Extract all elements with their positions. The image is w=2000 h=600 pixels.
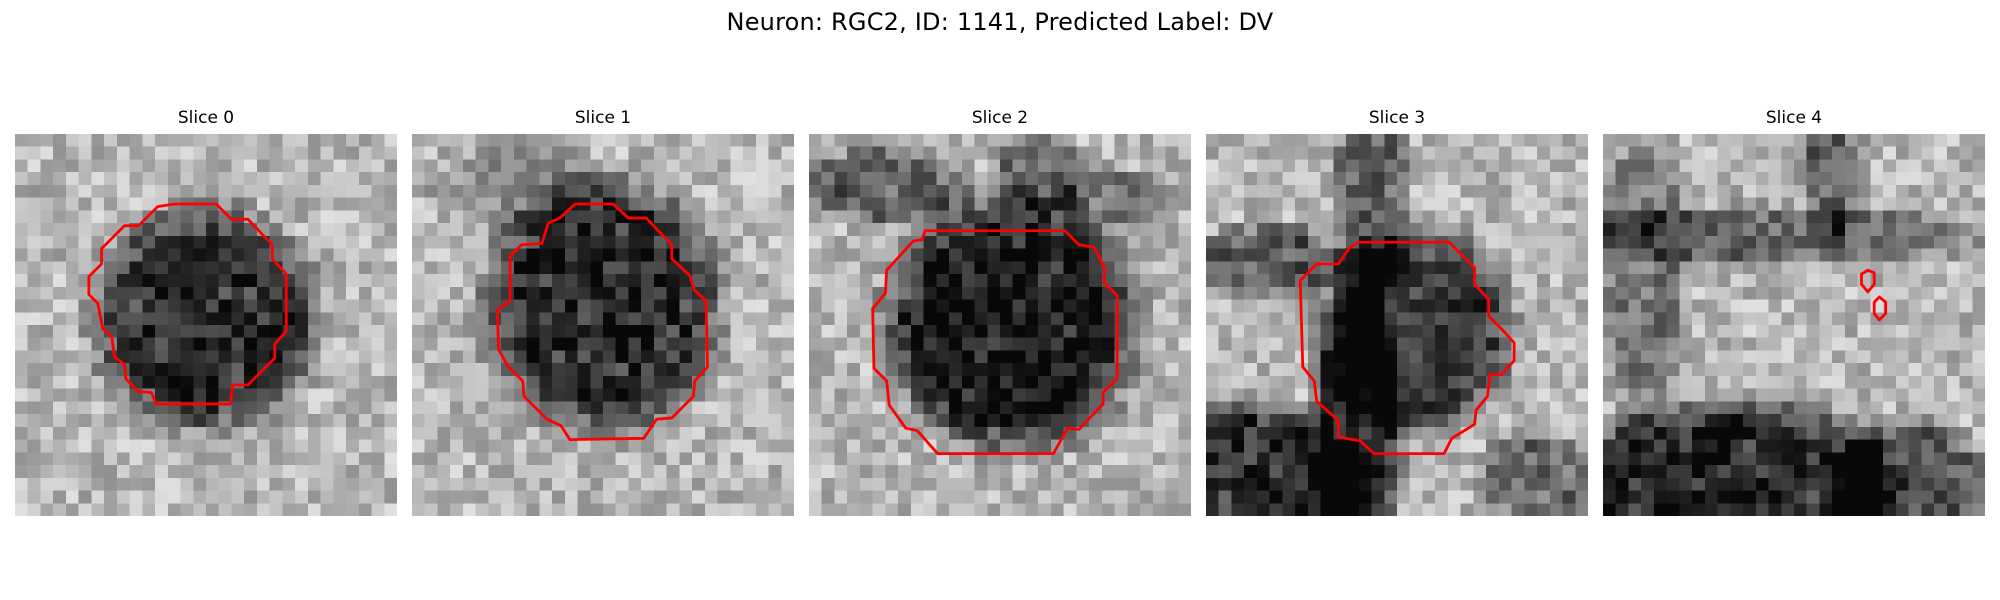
segmentation-contour [1860,268,1888,322]
contour-outline [495,202,709,442]
segmentation-contour [871,229,1119,456]
slice-title: Slice 0 [177,108,235,128]
slice-image [1603,134,1985,516]
slice-panel: Slice 1 [412,106,794,516]
segmentation-contour [87,202,288,406]
segmentation-contour [1298,240,1516,456]
slice-title: Slice 2 [971,108,1029,128]
contour-outline [1860,268,1876,294]
contour-outline [1872,295,1888,322]
slice-title: Slice 3 [1368,108,1426,128]
contour-outline [1298,240,1516,456]
slice-panel: Slice 3 [1206,106,1588,516]
slice-panel: Slice 2 [809,106,1191,516]
slice-image [412,134,794,516]
contour-outline [87,202,288,406]
slice-title: Slice 1 [574,108,632,128]
contour-outline [871,229,1119,456]
figure-title: Neuron: RGC2, ID: 1141, Predicted Label:… [726,8,1274,36]
slice-panel: Slice 4 [1603,106,1985,516]
slice-title: Slice 4 [1765,108,1823,128]
segmentation-contour [495,202,709,442]
slice-panel: Slice 0 [15,106,397,516]
slice-image [809,134,1191,516]
slice-image [15,134,397,516]
slice-image [1206,134,1588,516]
